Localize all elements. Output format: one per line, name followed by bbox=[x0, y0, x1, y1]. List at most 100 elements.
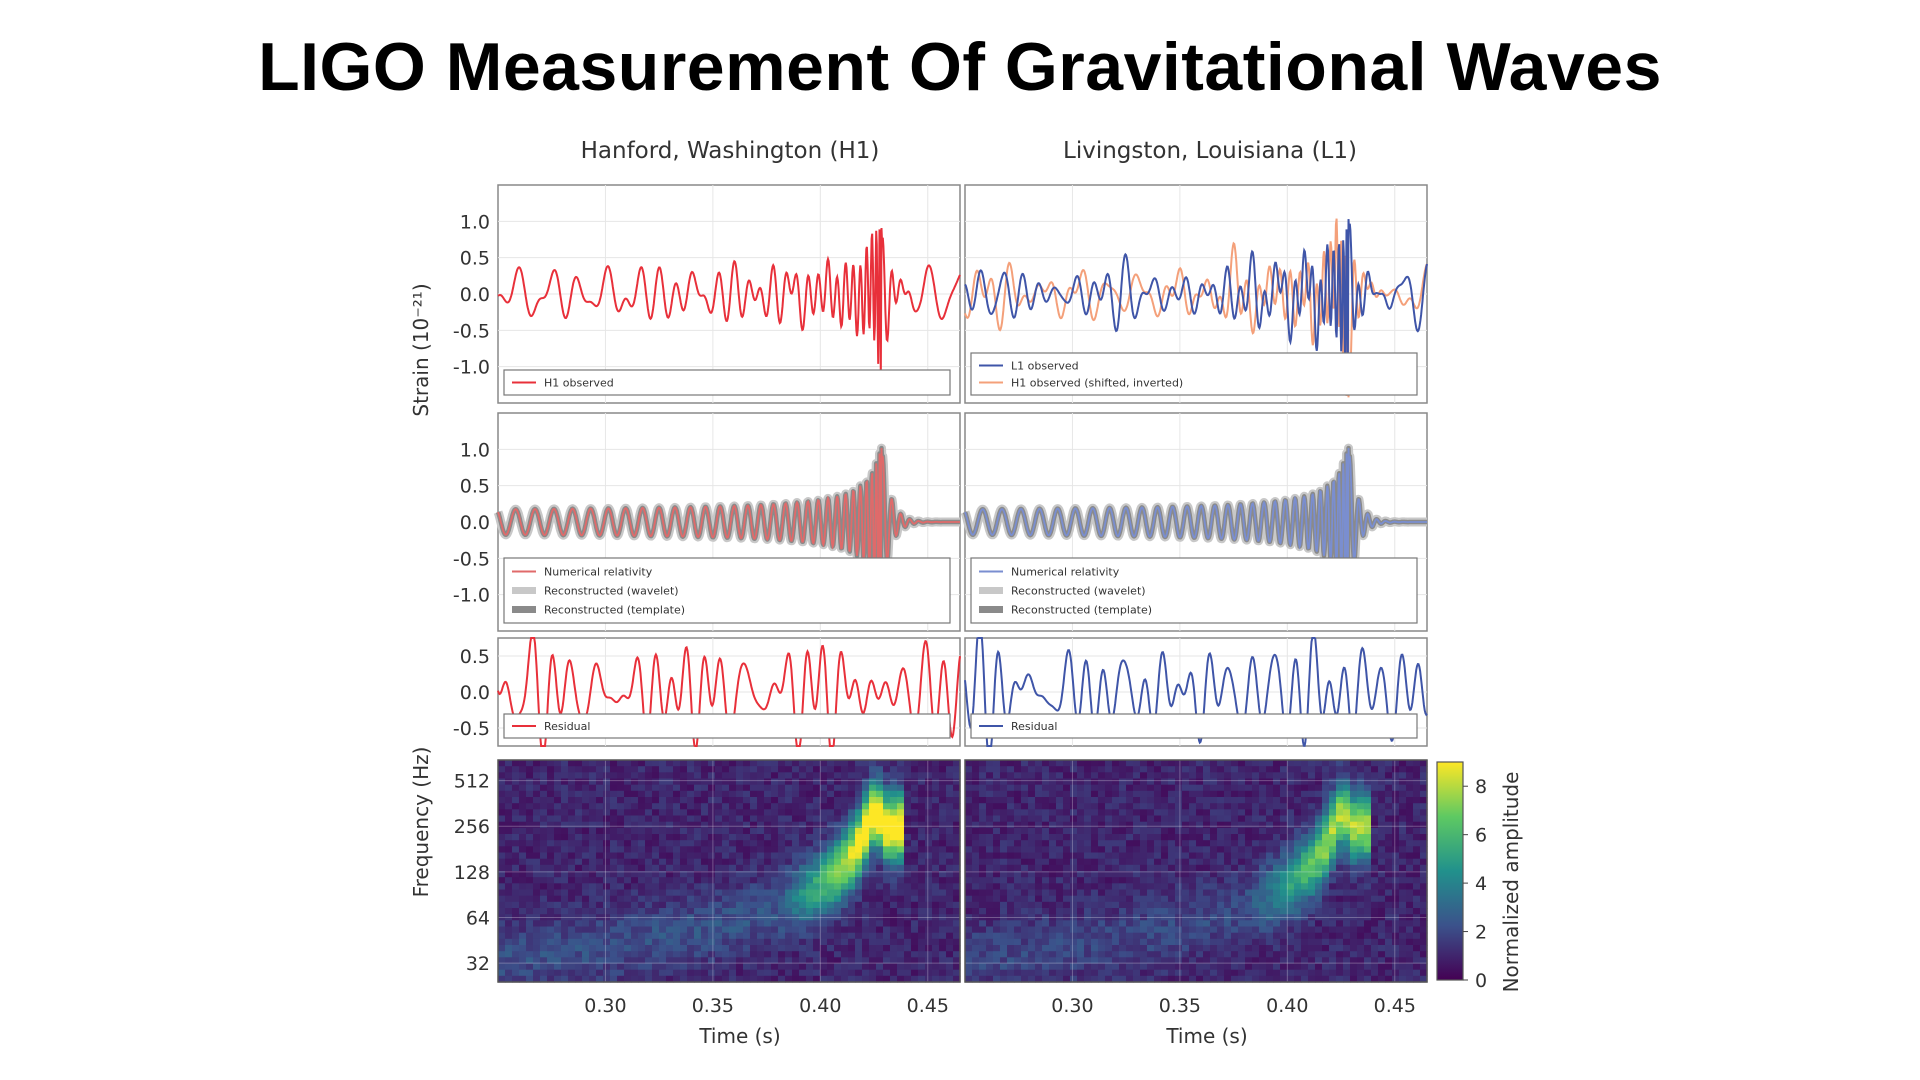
h1-spectrogram-cell bbox=[722, 969, 730, 977]
l1-spectrogram-cell bbox=[1126, 914, 1134, 921]
h1-spectrogram-cell bbox=[911, 914, 919, 921]
h1-spectrogram-cell bbox=[540, 938, 548, 946]
l1-spectrogram-cell bbox=[1000, 852, 1008, 860]
h1-spectrogram-cell bbox=[743, 963, 751, 971]
l1-spectrogram-cell bbox=[1231, 877, 1239, 884]
l1-spectrogram-cell bbox=[965, 938, 973, 946]
h1-spectrogram-cell bbox=[652, 803, 660, 810]
l1-spectrogram-cell bbox=[979, 938, 987, 946]
l1-spectrogram-cell bbox=[1161, 858, 1169, 866]
l1-spectrogram-cell bbox=[1056, 877, 1064, 884]
h1-spectrogram-cell bbox=[575, 778, 583, 786]
h1-spectrogram-cell bbox=[904, 951, 912, 958]
l1-spectrogram-cell bbox=[1343, 883, 1351, 891]
l1-spectrogram-cell bbox=[1413, 951, 1421, 958]
l1-spectrogram-cell bbox=[1168, 908, 1176, 915]
l1-spectrogram-cell bbox=[1070, 766, 1078, 773]
h1-spectrogram-cell bbox=[582, 809, 590, 817]
h1-spectrogram-cell bbox=[785, 975, 793, 983]
l1-spectrogram-cell bbox=[1420, 889, 1428, 897]
h1-spectrogram-cell bbox=[792, 760, 800, 767]
time-axis-label-h1: Time (s) bbox=[698, 1024, 780, 1048]
h1-spectrogram-cell bbox=[673, 889, 681, 897]
l1-spectrogram-cell bbox=[1182, 852, 1190, 860]
h1-spectrogram-cell bbox=[869, 809, 877, 817]
h1-spectrogram-cell bbox=[827, 852, 835, 860]
h1-spectrogram-cell bbox=[736, 852, 744, 860]
h1-spectrogram-cell bbox=[617, 975, 625, 983]
l1-spectrogram-cell bbox=[1406, 932, 1414, 940]
l1-spectrogram-cell bbox=[1028, 877, 1036, 884]
l1-spectrogram-cell bbox=[1112, 945, 1120, 952]
l1-spectrogram-cell bbox=[1035, 797, 1043, 804]
l1-spectrogram-cell bbox=[1056, 871, 1064, 878]
h1-spectrogram-cell bbox=[729, 938, 737, 946]
l1-spectrogram-cell bbox=[1063, 926, 1071, 934]
colorbar-tick-0: 8 bbox=[1475, 776, 1487, 798]
l1-spectrogram-cell bbox=[1364, 864, 1372, 872]
h1-spectrogram-cell bbox=[603, 963, 611, 971]
l1-spectrogram-cell bbox=[1266, 871, 1274, 878]
l1-spectrogram-cell bbox=[993, 945, 1001, 952]
h1-spectrogram-cell bbox=[575, 852, 583, 860]
l1-spectrogram-cell bbox=[1147, 889, 1155, 897]
l1-spectrogram-cell bbox=[1035, 908, 1043, 915]
l1-spectrogram-cell bbox=[1287, 766, 1295, 773]
l1-spectrogram-cell bbox=[1378, 895, 1386, 903]
l1-spectrogram-cell bbox=[1091, 938, 1099, 946]
l1-spectrogram-cell bbox=[1105, 815, 1113, 823]
h1-spectrogram-cell bbox=[708, 895, 716, 903]
l1-spectrogram-cell bbox=[1077, 877, 1085, 884]
h1-spectrogram-cell bbox=[708, 901, 716, 909]
l1-spectrogram-cell bbox=[1385, 803, 1393, 810]
h1-spectrogram-cell bbox=[729, 864, 737, 872]
l1-spectrogram-cell bbox=[1322, 840, 1330, 847]
l1-spectrogram-cell bbox=[1371, 908, 1379, 915]
h1-spectrogram-cell bbox=[834, 877, 842, 884]
h1-spectrogram-cell bbox=[722, 975, 730, 983]
h1-spectrogram-cell bbox=[589, 945, 597, 952]
l1-spectrogram-cell bbox=[1119, 895, 1127, 903]
l1-spectrogram-cell bbox=[1231, 969, 1239, 977]
l1-spectrogram-cell bbox=[1175, 803, 1183, 810]
l1-spectrogram-cell bbox=[1112, 914, 1120, 921]
l1-spectrogram-cell bbox=[1175, 963, 1183, 971]
l1-spectrogram-cell bbox=[1287, 772, 1295, 780]
h1-spectrogram-cell bbox=[932, 932, 940, 940]
h1-spectrogram-cell bbox=[687, 932, 695, 940]
l1-spectrogram-cell bbox=[1350, 975, 1358, 983]
l1-spectrogram-cell bbox=[1273, 883, 1281, 891]
l1-spectrogram-cell bbox=[1399, 846, 1407, 854]
h1-spectrogram-cell bbox=[939, 951, 947, 958]
l1-reconstructed-series-0 bbox=[964, 448, 1427, 599]
l1-spectrogram-cell bbox=[1238, 895, 1246, 903]
l1-spectrogram-cell bbox=[1035, 778, 1043, 786]
h1-spectrogram-cell bbox=[512, 926, 520, 934]
l1-spectrogram-cell bbox=[1273, 834, 1281, 841]
h1-spectrogram-cell bbox=[750, 840, 758, 847]
h1-spectrogram-cell bbox=[904, 760, 912, 767]
l1-spectrogram-cell bbox=[1287, 827, 1295, 835]
l1-spectrogram-cell bbox=[1126, 920, 1134, 928]
h1-spectrogram-cell bbox=[526, 951, 534, 958]
h1-spectrogram-cell bbox=[869, 766, 877, 773]
h1-spectrogram-cell bbox=[862, 797, 870, 804]
l1-spectrogram-cell bbox=[1371, 945, 1379, 952]
h1-spectrogram-cell bbox=[519, 778, 527, 786]
h1-spectrogram-cell bbox=[771, 784, 779, 792]
h1-spectrogram-cell bbox=[624, 932, 632, 940]
l1-spectrogram-cell bbox=[979, 778, 987, 786]
h1-spectrogram-cell bbox=[869, 840, 877, 847]
h1-spectrogram-cell bbox=[799, 901, 807, 909]
l1-spectrogram-cell bbox=[1168, 827, 1176, 835]
h1-spectrogram-cell bbox=[806, 846, 814, 854]
l1-spectrogram-cell bbox=[1224, 772, 1232, 780]
h1-spectrogram-cell bbox=[946, 852, 954, 860]
l1-spectrogram-cell bbox=[1021, 821, 1029, 829]
l1-spectrogram-cell bbox=[1112, 821, 1120, 829]
h1-spectrogram-cell bbox=[932, 846, 940, 854]
h1-spectrogram-cell bbox=[925, 877, 933, 884]
l1-spectrogram-cell bbox=[1112, 908, 1120, 915]
l1-spectrogram-cell bbox=[1378, 790, 1386, 798]
l1-spectrogram-cell bbox=[1245, 889, 1253, 897]
